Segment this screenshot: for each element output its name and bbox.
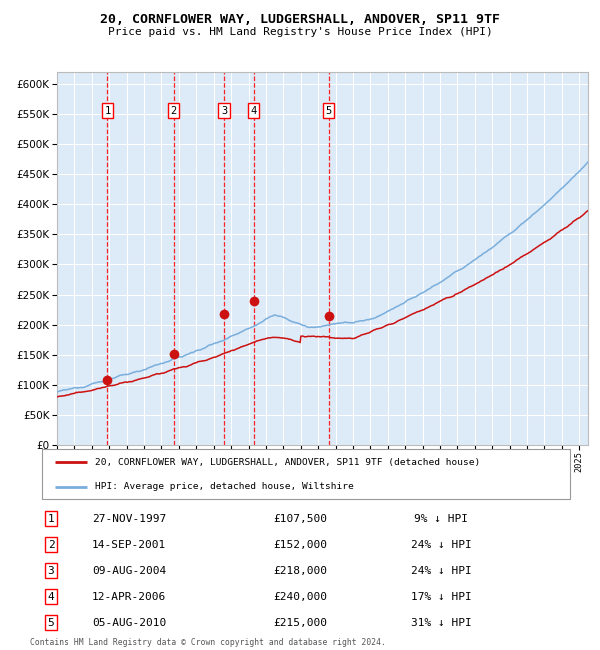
Text: 9% ↓ HPI: 9% ↓ HPI: [414, 514, 468, 524]
Text: 1: 1: [47, 514, 55, 524]
Text: 3: 3: [221, 106, 227, 116]
Text: £152,000: £152,000: [273, 540, 327, 550]
FancyBboxPatch shape: [42, 448, 570, 499]
Text: 5: 5: [47, 618, 55, 628]
Text: 17% ↓ HPI: 17% ↓ HPI: [410, 592, 472, 602]
Text: 27-NOV-1997: 27-NOV-1997: [92, 514, 166, 524]
Text: Contains HM Land Registry data © Crown copyright and database right 2024.: Contains HM Land Registry data © Crown c…: [30, 638, 386, 647]
Text: HPI: Average price, detached house, Wiltshire: HPI: Average price, detached house, Wilt…: [95, 482, 353, 491]
Text: 14-SEP-2001: 14-SEP-2001: [92, 540, 166, 550]
Text: 05-AUG-2010: 05-AUG-2010: [92, 618, 166, 628]
Text: 4: 4: [251, 106, 257, 116]
Text: 4: 4: [47, 592, 55, 602]
Text: 12-APR-2006: 12-APR-2006: [92, 592, 166, 602]
Text: 24% ↓ HPI: 24% ↓ HPI: [410, 540, 472, 550]
Text: 2: 2: [170, 106, 177, 116]
Text: 5: 5: [325, 106, 332, 116]
Text: Price paid vs. HM Land Registry's House Price Index (HPI): Price paid vs. HM Land Registry's House …: [107, 27, 493, 37]
Text: 2: 2: [47, 540, 55, 550]
Text: 1: 1: [104, 106, 110, 116]
Text: 24% ↓ HPI: 24% ↓ HPI: [410, 566, 472, 576]
Text: £107,500: £107,500: [273, 514, 327, 524]
Text: 09-AUG-2004: 09-AUG-2004: [92, 566, 166, 576]
Text: 3: 3: [47, 566, 55, 576]
Text: 20, CORNFLOWER WAY, LUDGERSHALL, ANDOVER, SP11 9TF (detached house): 20, CORNFLOWER WAY, LUDGERSHALL, ANDOVER…: [95, 458, 480, 467]
Text: £215,000: £215,000: [273, 618, 327, 628]
Text: 31% ↓ HPI: 31% ↓ HPI: [410, 618, 472, 628]
Text: 20, CORNFLOWER WAY, LUDGERSHALL, ANDOVER, SP11 9TF: 20, CORNFLOWER WAY, LUDGERSHALL, ANDOVER…: [100, 13, 500, 26]
Text: £240,000: £240,000: [273, 592, 327, 602]
Text: £218,000: £218,000: [273, 566, 327, 576]
